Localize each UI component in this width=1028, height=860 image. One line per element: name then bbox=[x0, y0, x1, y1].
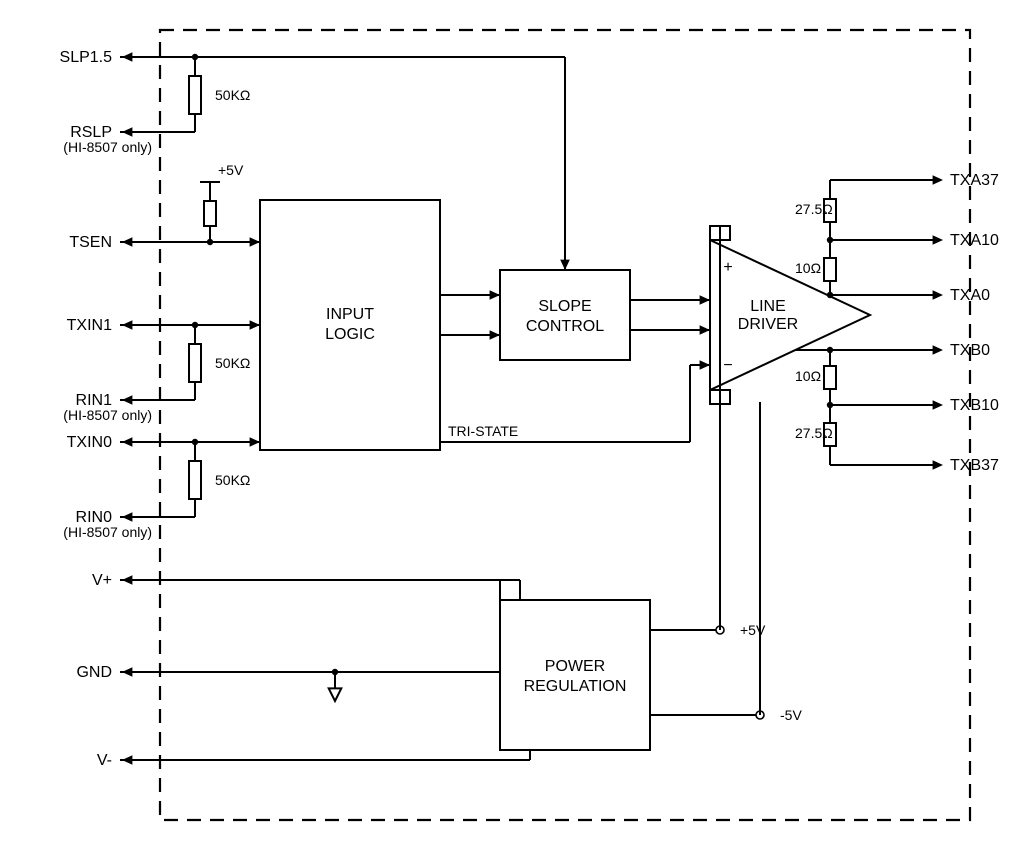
svg-text:(HI-8507 only): (HI-8507 only) bbox=[63, 524, 152, 540]
label-r-rin0: 50KΩ bbox=[215, 472, 250, 488]
svg-text:INPUT: INPUT bbox=[326, 306, 374, 323]
label-r-rin1: 50KΩ bbox=[215, 355, 250, 371]
svg-text:+: + bbox=[723, 259, 732, 276]
pin-gnd: GND bbox=[76, 664, 112, 681]
svg-text:SLOPE: SLOPE bbox=[538, 298, 591, 315]
pin-txa0: TXA0 bbox=[950, 287, 990, 304]
svg-text:LOGIC: LOGIC bbox=[325, 326, 375, 343]
svg-text:POWER: POWER bbox=[545, 658, 605, 675]
label-r-txa10: 10Ω bbox=[795, 260, 821, 276]
pin-v: V- bbox=[97, 752, 112, 769]
label-minus5v-out: -5V bbox=[780, 707, 802, 723]
label-plus5v-out: +5V bbox=[740, 622, 766, 638]
pin-v: V+ bbox=[92, 572, 112, 589]
label-r-txa37: 27.5Ω bbox=[795, 201, 833, 217]
pin-txa10: TXA10 bbox=[950, 232, 999, 249]
pin-txb0: TXB0 bbox=[950, 342, 990, 359]
pin-slp15: SLP1.5 bbox=[60, 49, 113, 66]
svg-text:LINE: LINE bbox=[750, 298, 786, 315]
svg-text:(HI-8507 only): (HI-8507 only) bbox=[63, 139, 152, 155]
pin-tsen: TSEN bbox=[69, 234, 112, 251]
label-plus5v: +5V bbox=[218, 162, 244, 178]
pin-txb37: TXB37 bbox=[950, 457, 999, 474]
input-logic-block bbox=[260, 200, 440, 450]
block-diagram: SLP1.5RSLP(HI-8507 only)TSENTXIN1RIN1(HI… bbox=[0, 0, 1028, 860]
pin-txa37: TXA37 bbox=[950, 172, 999, 189]
svg-text:REGULATION: REGULATION bbox=[524, 678, 627, 695]
label-tristate: TRI-STATE bbox=[448, 423, 518, 439]
pin-txin0: TXIN0 bbox=[67, 434, 112, 451]
power-regulation-block bbox=[500, 600, 650, 750]
pin-txin1: TXIN1 bbox=[67, 317, 112, 334]
label-r-txb37: 27.5Ω bbox=[795, 425, 833, 441]
svg-text:−: − bbox=[723, 357, 732, 374]
svg-text:CONTROL: CONTROL bbox=[526, 318, 604, 335]
label-r-slp: 50KΩ bbox=[215, 87, 250, 103]
pin-txb10: TXB10 bbox=[950, 397, 999, 414]
svg-text:(HI-8507 only): (HI-8507 only) bbox=[63, 407, 152, 423]
label-r-txb10: 10Ω bbox=[795, 368, 821, 384]
slope-control-block bbox=[500, 270, 630, 360]
svg-text:DRIVER: DRIVER bbox=[738, 316, 798, 333]
